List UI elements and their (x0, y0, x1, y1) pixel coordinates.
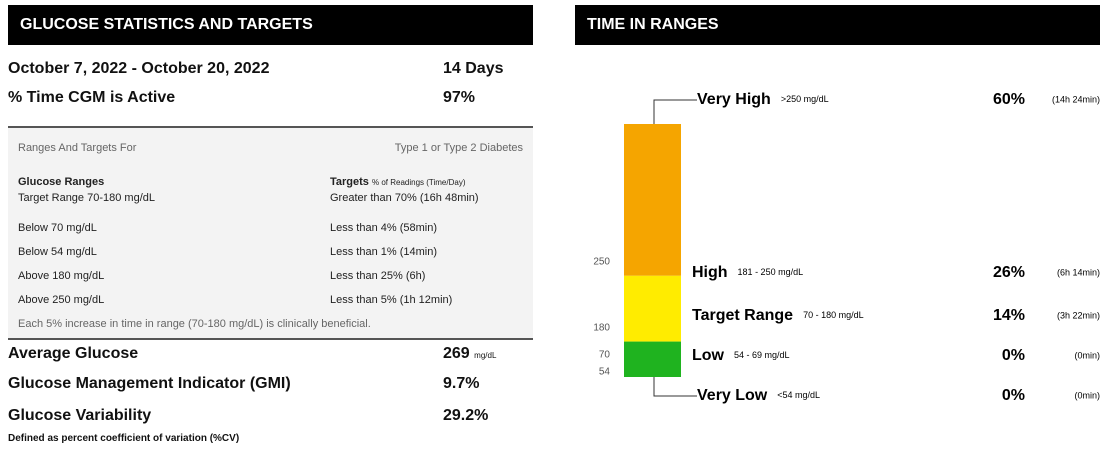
stat-value: 9.7% (443, 375, 480, 392)
range-label: Above 250 mg/dL (18, 294, 105, 306)
range-percent: 60% (993, 91, 1025, 108)
range-name: Target Range (692, 307, 793, 324)
period-label: October 7, 2022 - October 20, 2022 (8, 60, 270, 77)
range-percent: 0% (1002, 387, 1025, 404)
range-name: High 181 - 250 mg/dL (692, 264, 803, 281)
threshold-label: 70 (599, 350, 611, 361)
connector (653, 377, 697, 397)
range-percent: 0% (1002, 347, 1025, 364)
targets-box: Ranges And Targets For Type 1 or Type 2 … (8, 126, 533, 340)
range-target: Less than 5% (1h 12min) (330, 294, 453, 306)
section-header: TIME IN RANGES (575, 5, 1100, 45)
range-percent: 26% (993, 264, 1025, 281)
active-value: 97% (443, 89, 476, 106)
range-limits: 54 - 69 mg/dL (734, 350, 790, 360)
range-label: Target Range 70-180 mg/dL (18, 192, 155, 204)
diabetes-type: Type 1 or Type 2 Diabetes (394, 142, 523, 154)
range-target: Less than 1% (14min) (330, 246, 437, 258)
range-bar (624, 275, 681, 342)
range-limits: 181 - 250 mg/dL (738, 267, 804, 277)
range-label: Below 54 mg/dL (18, 246, 97, 258)
range-target: Less than 25% (6h) (330, 270, 426, 282)
range-target: Greater than 70% (16h 48min) (330, 192, 479, 204)
stat-value: 29.2% (443, 407, 488, 425)
stat-value: 269 mg/dL (443, 345, 496, 363)
range-label: Above 180 mg/dL (18, 270, 105, 282)
range-limits: >250 mg/dL (781, 94, 829, 104)
range-name: Very Low <54 mg/dL (697, 387, 820, 404)
range-limits: <54 mg/dL (777, 390, 820, 400)
column-note: % of Readings (Time/Day) (371, 178, 466, 187)
connector (653, 99, 697, 124)
range-bar (624, 124, 681, 276)
range-label: Below 70 mg/dL (18, 222, 97, 234)
range-bar (624, 341, 681, 377)
range-name: Very High >250 mg/dL (697, 91, 829, 108)
range-target: Less than 4% (58min) (330, 222, 437, 234)
stat-value: 9.7% (443, 375, 479, 393)
range-time: (14h 24min) (1052, 94, 1100, 104)
range-name: Very Low (697, 387, 768, 404)
targets-heading: Ranges And Targets For (18, 142, 137, 154)
stat-value: 269 (443, 345, 470, 362)
footnote: Each 5% increase in time in range (70-18… (18, 318, 371, 330)
range-name: Target Range 70 - 180 mg/dL (692, 307, 864, 324)
stat-label: Glucose Management Indicator (GMI) (8, 375, 291, 392)
threshold-label: 180 (593, 323, 610, 334)
range-name: High (692, 264, 728, 281)
column-header: Glucose Ranges (18, 176, 105, 188)
range-time: (3h 22min) (1057, 310, 1100, 320)
stat-value: 29.2% (443, 407, 489, 424)
column-header: Targets (330, 176, 369, 188)
period-value: 14 Days (443, 60, 504, 77)
range-name: Low 54 - 69 mg/dL (692, 347, 790, 364)
range-time: (0min) (1074, 350, 1100, 360)
section-header: GLUCOSE STATISTICS AND TARGETS (8, 5, 533, 45)
threshold-label: 54 (599, 367, 611, 378)
range-name: Low (692, 347, 725, 364)
threshold-label: 250 (593, 257, 610, 268)
stat-unit: mg/dL (474, 351, 497, 360)
range-name: Very High (697, 91, 771, 108)
range-limits: 70 - 180 mg/dL (803, 310, 864, 320)
stats-note: Defined as percent coefficient of variat… (8, 433, 240, 444)
active-label: % Time CGM is Active (8, 89, 176, 106)
range-percent: 14% (993, 307, 1025, 324)
stat-label: Glucose Variability (8, 407, 152, 424)
tir-group: Very High >250 mg/dL 60% (14h 24min) High 181… (593, 91, 1100, 404)
column-header: Targets % of Readings (Time/Day) (330, 176, 466, 188)
stat-label: Average Glucose (8, 345, 139, 362)
range-time: (0min) (1074, 390, 1100, 400)
range-time: (6h 14min) (1057, 267, 1100, 277)
